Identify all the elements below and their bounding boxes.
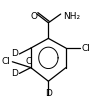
Text: NH₂: NH₂	[63, 12, 80, 21]
Text: Cl: Cl	[82, 44, 91, 53]
Text: D: D	[45, 89, 52, 98]
Text: C: C	[25, 57, 31, 66]
Text: D: D	[11, 49, 18, 58]
Text: D: D	[11, 69, 18, 78]
Text: Cl: Cl	[2, 57, 11, 66]
Text: O: O	[31, 12, 38, 21]
